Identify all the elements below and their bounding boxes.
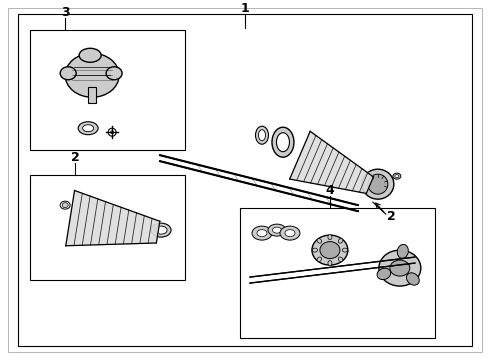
Polygon shape [66, 190, 160, 246]
Ellipse shape [338, 239, 343, 243]
Ellipse shape [317, 239, 321, 243]
Ellipse shape [276, 133, 290, 152]
Ellipse shape [78, 122, 98, 135]
Text: 2: 2 [71, 151, 79, 164]
Ellipse shape [255, 126, 269, 144]
Ellipse shape [393, 173, 401, 179]
Ellipse shape [155, 226, 167, 234]
Text: 2: 2 [388, 210, 396, 222]
Ellipse shape [343, 248, 347, 252]
Ellipse shape [60, 201, 70, 209]
Ellipse shape [377, 268, 391, 280]
Ellipse shape [368, 174, 388, 194]
Text: 3: 3 [61, 6, 70, 19]
Ellipse shape [397, 244, 408, 258]
Ellipse shape [379, 250, 421, 286]
Ellipse shape [395, 175, 399, 178]
Bar [30, 175, 185, 280]
Ellipse shape [83, 125, 94, 132]
Ellipse shape [268, 224, 286, 236]
Ellipse shape [111, 131, 114, 134]
Ellipse shape [151, 223, 171, 237]
Ellipse shape [65, 53, 119, 97]
Ellipse shape [328, 235, 332, 240]
Text: 1: 1 [241, 2, 249, 15]
Ellipse shape [320, 242, 340, 258]
Ellipse shape [312, 235, 348, 265]
Ellipse shape [390, 260, 410, 276]
Ellipse shape [108, 128, 116, 136]
Ellipse shape [62, 203, 68, 208]
Bar [30, 30, 185, 150]
Ellipse shape [272, 227, 281, 233]
Bar [88, 87, 96, 103]
Ellipse shape [362, 169, 394, 199]
Ellipse shape [272, 127, 294, 157]
Ellipse shape [338, 257, 343, 262]
Ellipse shape [252, 226, 272, 240]
Ellipse shape [406, 273, 419, 285]
Ellipse shape [280, 226, 300, 240]
Ellipse shape [106, 67, 122, 80]
Text: 4: 4 [325, 184, 334, 197]
Ellipse shape [313, 248, 318, 252]
Polygon shape [290, 131, 373, 193]
Bar [240, 208, 435, 338]
Ellipse shape [79, 48, 101, 62]
Ellipse shape [328, 261, 332, 266]
Ellipse shape [317, 257, 321, 262]
Ellipse shape [285, 230, 295, 237]
Ellipse shape [257, 230, 267, 237]
Ellipse shape [60, 67, 76, 80]
Ellipse shape [259, 130, 266, 141]
